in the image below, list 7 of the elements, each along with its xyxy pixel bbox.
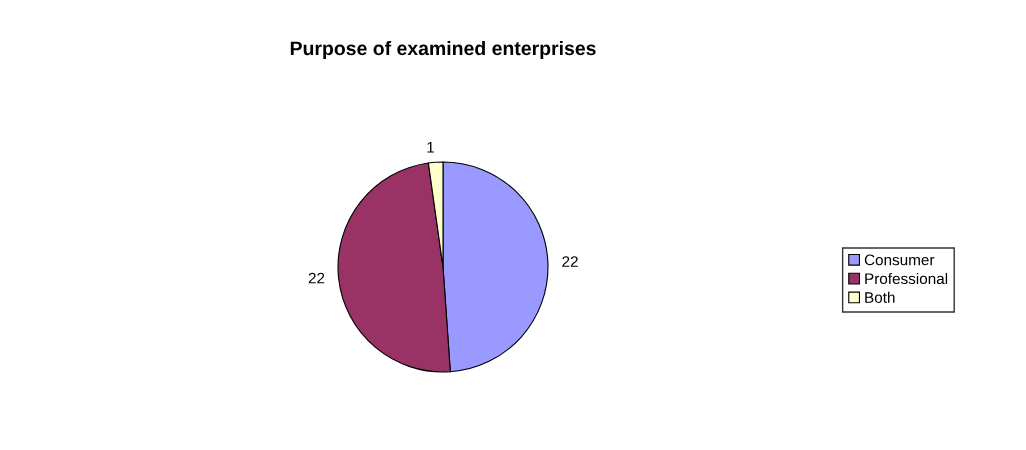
legend-label: Both — [865, 291, 895, 303]
chart-title: Purpose of examined enterprises — [290, 40, 596, 60]
data-label: 22 — [562, 256, 578, 267]
legend-label: Consumer — [864, 254, 935, 266]
data-label: 22 — [308, 272, 325, 284]
data-label: 1 — [427, 142, 434, 153]
legend-label: Professional — [865, 272, 948, 285]
